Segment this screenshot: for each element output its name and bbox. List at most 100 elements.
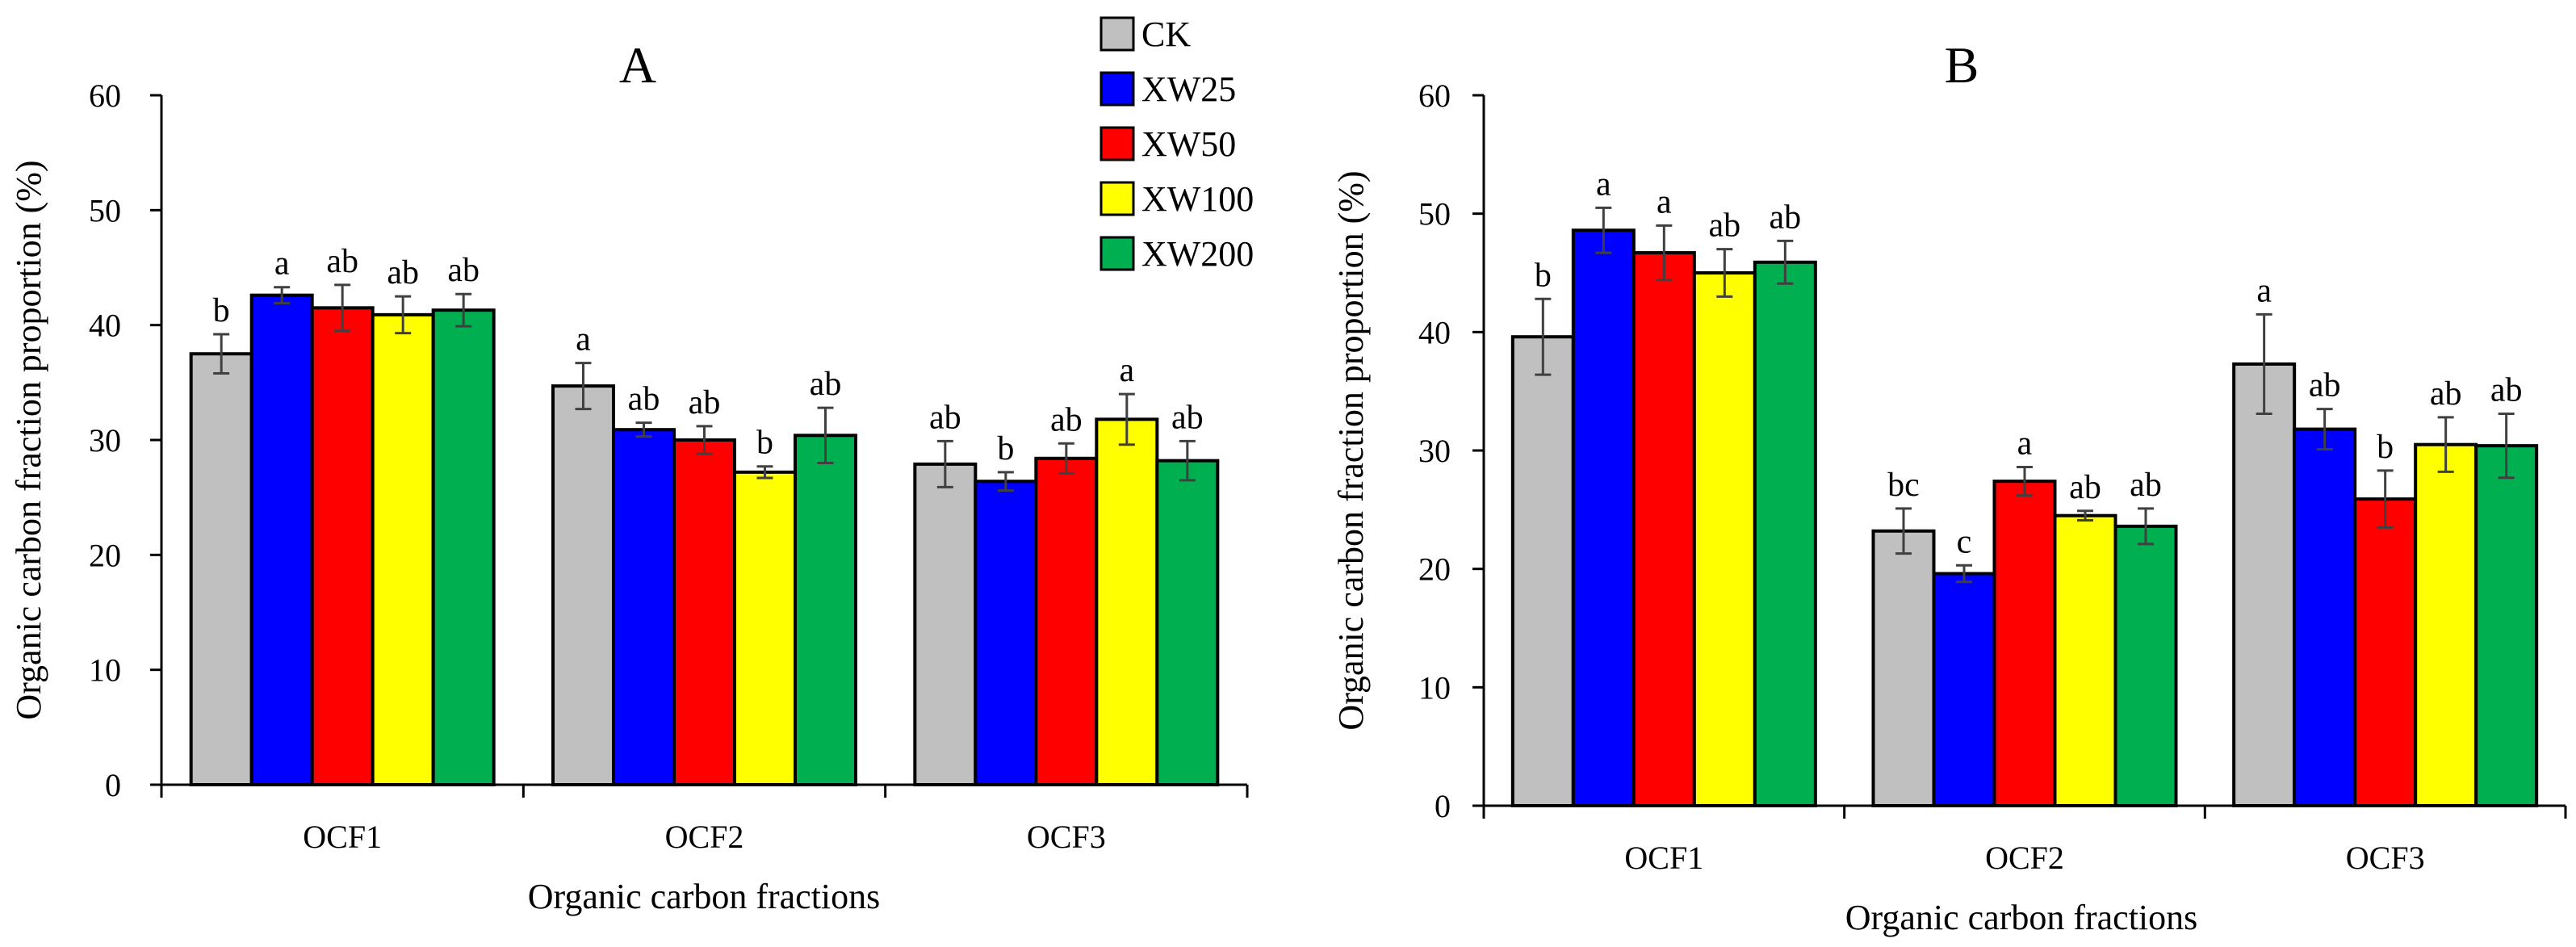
bar-xw200-ocf2	[794, 434, 857, 786]
y-tick-label: 60	[89, 78, 121, 114]
x-axis-title: Organic carbon fractions	[528, 877, 881, 916]
significance-label: ab	[2069, 469, 2101, 506]
y-tick-label: 20	[1418, 551, 1451, 588]
legend-swatch-xw25	[1100, 71, 1135, 107]
significance-label: ab	[628, 381, 660, 418]
significance-label: a	[576, 321, 591, 358]
significance-label: b	[1535, 257, 1552, 294]
bar-ck-ocf2	[1871, 529, 1936, 807]
legend-label-xw100: XW100	[1141, 179, 1254, 219]
significance-label: ab	[447, 252, 480, 289]
significance-label: ab	[387, 254, 419, 291]
significance-label: a	[1596, 166, 1611, 203]
significance-label: bc	[1887, 467, 1920, 504]
x-tick-label: OCF2	[665, 819, 744, 855]
significance-label: ab	[689, 384, 721, 421]
significance-label: ab	[810, 366, 842, 403]
bar-xw50-ocf2	[672, 438, 736, 786]
legend-swatch-xw50	[1100, 126, 1135, 161]
bar-xw100-ocf3	[2414, 442, 2478, 808]
y-tick-label: 50	[1418, 196, 1451, 233]
bar-xw50-ocf3	[1034, 456, 1099, 786]
y-axis-title: Organic carbon fraction proportion (%)	[1331, 170, 1371, 730]
legend-swatch-xw100	[1100, 181, 1135, 216]
bar-ck-ocf1	[1510, 335, 1575, 807]
bar-xw50-ocf2	[1992, 480, 2057, 808]
bar-xw100-ocf2	[733, 470, 797, 786]
bar-xw25-ocf1	[1571, 228, 1636, 807]
legend: CK XW25 XW50 XW100 XW200	[1100, 15, 1254, 274]
y-tick-label: 30	[1418, 433, 1451, 469]
y-tick-label: 30	[89, 422, 121, 459]
legend-label-xw25: XW25	[1141, 69, 1236, 109]
legend-swatch-ck	[1100, 16, 1135, 52]
legend-label-ck: CK	[1141, 15, 1191, 54]
bar-xw200-ocf1	[1753, 260, 1817, 807]
significance-label: b	[756, 425, 773, 462]
y-tick-label: 50	[89, 192, 121, 228]
bar-xw200-ocf3	[2474, 444, 2539, 808]
bar-ck-ocf1	[189, 352, 253, 786]
significance-label: a	[1120, 352, 1135, 389]
bar-xw50-ocf1	[310, 306, 375, 787]
panel-b-title: B	[1945, 36, 1979, 94]
y-tick-label: 40	[1418, 314, 1451, 350]
significance-label: ab	[2309, 367, 2341, 404]
bar-xw25-ocf2	[612, 428, 676, 786]
significance-label: a	[2017, 425, 2033, 463]
significance-label: ab	[1050, 401, 1083, 438]
x-tick-label: OCF3	[2346, 840, 2425, 876]
significance-label: b	[997, 430, 1014, 467]
significance-label: ab	[326, 243, 358, 280]
bar-xw100-ocf1	[371, 312, 435, 786]
bar-xw200-ocf1	[431, 308, 496, 786]
bar-xw25-ocf1	[249, 293, 314, 787]
bar-xw25-ocf3	[2293, 427, 2357, 807]
bar-ck-ocf3	[2232, 362, 2297, 807]
significance-label: ab	[1770, 199, 1802, 236]
legend-swatch-xw200	[1100, 236, 1135, 271]
bar-xw50-ocf3	[2353, 497, 2418, 808]
y-tick-label: 10	[1418, 669, 1451, 706]
bar-xw25-ocf3	[974, 480, 1038, 786]
bar-xw50-ocf1	[1631, 251, 1696, 808]
bar-xw200-ocf2	[2113, 524, 2178, 807]
bar-xw25-ocf2	[1932, 572, 1996, 807]
y-tick-label: 40	[89, 308, 121, 344]
significance-label: c	[1957, 523, 1972, 560]
panel-a-title: A	[619, 36, 656, 94]
y-tick-label: 60	[1418, 78, 1451, 114]
significance-label: a	[1657, 183, 1672, 220]
y-tick-label: 0	[1435, 788, 1451, 824]
x-tick-label: OCF3	[1027, 819, 1106, 855]
x-tick-label: OCF1	[1624, 840, 1703, 876]
legend-label-xw50: XW50	[1141, 124, 1236, 164]
bar-ck-ocf2	[551, 384, 615, 786]
significance-label: a	[274, 245, 290, 283]
bar-xw100-ocf1	[1692, 271, 1757, 807]
x-tick-label: OCF1	[303, 819, 382, 855]
y-tick-label: 10	[89, 652, 121, 689]
y-axis-title: Organic carbon fraction proportion (%)	[9, 160, 48, 719]
significance-label: ab	[2430, 375, 2462, 413]
significance-label: ab	[2490, 372, 2523, 409]
bar-xw200-ocf3	[1155, 459, 1220, 786]
significance-label: b	[213, 292, 230, 329]
significance-label: ab	[1709, 207, 1741, 245]
y-tick-label: 20	[89, 537, 121, 573]
y-tick-label: 0	[105, 767, 121, 803]
legend-label-xw200: XW200	[1141, 234, 1254, 274]
x-axis-title: Organic carbon fractions	[1845, 898, 2198, 937]
bar-xw100-ocf2	[2053, 513, 2117, 808]
bar-xw100-ocf3	[1095, 417, 1159, 786]
significance-label: ab	[1171, 399, 1204, 436]
significance-label: ab	[2130, 467, 2162, 504]
x-tick-label: OCF2	[1985, 840, 2064, 876]
significance-label: b	[2377, 429, 2394, 466]
significance-label: a	[2256, 272, 2272, 309]
significance-label: ab	[929, 399, 961, 436]
bar-ck-ocf3	[913, 462, 978, 786]
